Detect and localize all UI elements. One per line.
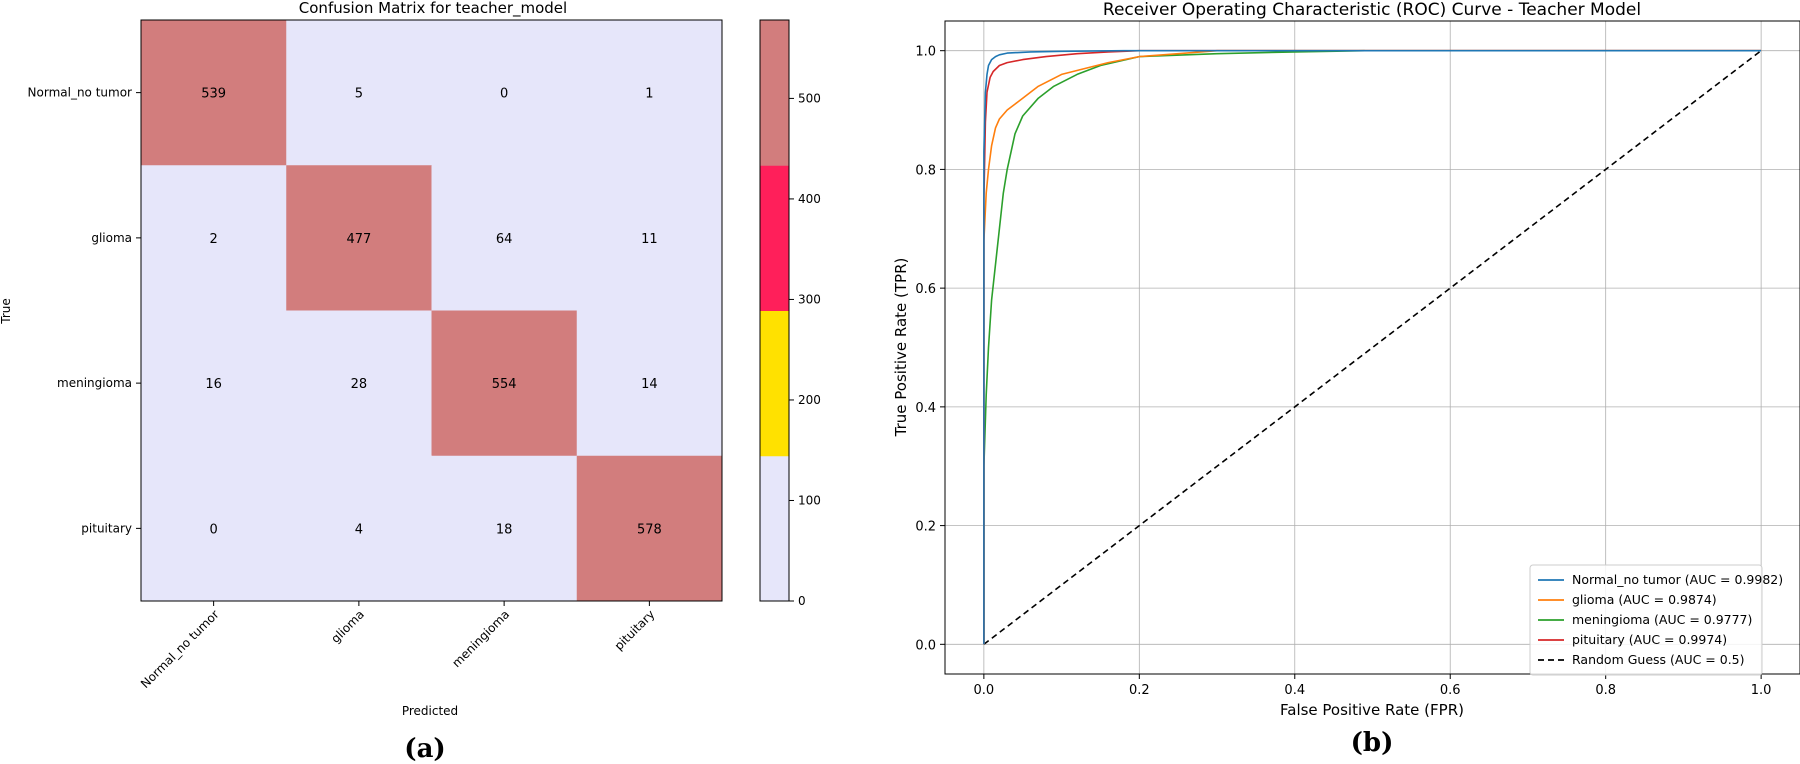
cm-colorbar-ticks: 0 100 200 300 400 500: [789, 91, 821, 608]
cm-cell-value-0-2: 0: [500, 87, 508, 102]
roc-x-tick-1.0: 1.0: [1751, 683, 1772, 698]
cm-colorbar-tick-0: 0: [798, 594, 806, 608]
roc-line-meningioma: [983, 49, 1365, 645]
cm-x-tick-normal-no-tumor: Normal_no tumor: [138, 607, 222, 691]
roc-legend-label-random-guess: Random Guess (AUC = 0.5): [1572, 652, 1745, 667]
panel-label-a: (a): [404, 734, 445, 764]
cm-cell-value-2-3: 14: [641, 377, 658, 392]
cm-y-tick-glioma: glioma: [91, 231, 132, 245]
roc-legend-label-normal-no-tumor: Normal_no tumor (AUC = 0.9982): [1572, 572, 1783, 587]
cm-y-tick-labels: Normal_no tumor glioma meningioma pituitary: [28, 86, 141, 535]
cm-cell-value-1-3: 11: [641, 232, 658, 247]
cm-colorbar-frame: [759, 19, 790, 602]
cm-cells: 539 5 0 1 2 477 64 11 16 28 554 14 0 4 18 578: [141, 20, 723, 602]
cm-frame: [140, 19, 723, 602]
cm-cell-1-3: [576, 165, 723, 311]
cm-cell-0-2: [431, 20, 578, 166]
cm-colorbar-level-0: [760, 455, 789, 602]
roc-line-glioma: [983, 49, 1762, 645]
cm-cell-2-1: [286, 310, 432, 457]
cm-colorbar-tick-100: 100: [798, 493, 821, 507]
roc-x-tick-0.6: 0.6: [1440, 683, 1461, 698]
cm-cell-3-3: [576, 455, 723, 602]
cm-cell-value-0-1: 5: [355, 87, 363, 102]
cm-x-tick-pituitary: pituitary: [612, 607, 658, 653]
roc-y-tick-1.0: 1.0: [915, 45, 936, 60]
cm-cell-0-0: [141, 20, 287, 166]
roc-panel: Receiver Operating Characteristic (ROC) …: [892, 0, 1800, 758]
roc-x-ticks: 0.0 0.2 0.4 0.6 0.8 1.0: [974, 674, 1772, 698]
cm-y-tick-meningioma: meningioma: [57, 376, 132, 390]
cm-colorbar-level-3: [760, 20, 789, 166]
cm-colorbar-tick-400: 400: [798, 192, 821, 206]
cm-colorbar-tick-300: 300: [798, 292, 821, 306]
roc-y-axis-label: True Positive Rate (TPR): [892, 258, 910, 438]
cm-cell-value-1-2: 64: [496, 232, 513, 247]
roc-legend: Normal_no tumor (AUC = 0.9982) glioma (AU…: [1529, 564, 1783, 676]
cm-colorbar: [760, 20, 789, 602]
cm-cell-1-1: [286, 165, 432, 311]
roc-legend-box: [1529, 564, 1763, 676]
panel-label-b: (b): [1351, 728, 1394, 758]
cm-cell-value-2-1: 28: [351, 377, 368, 392]
cm-y-tick-normal-no-tumor: Normal_no tumor: [28, 86, 133, 100]
roc-x-tick-0.2: 0.2: [1129, 683, 1150, 698]
roc-x-axis-label: False Positive Rate (FPR): [1280, 701, 1464, 719]
cm-cell-value-2-2: 554: [492, 377, 517, 392]
roc-y-tick-0.0: 0.0: [915, 638, 936, 653]
cm-colorbar-tick-500: 500: [798, 91, 821, 105]
roc-lines: [983, 49, 1762, 645]
cm-colorbar-level-1: [760, 310, 789, 457]
cm-cell-value-0-3: 1: [645, 87, 653, 102]
roc-y-tick-0.8: 0.8: [915, 163, 936, 178]
cm-cell-1-2: [431, 165, 578, 311]
cm-y-axis-label: True: [0, 298, 13, 325]
cm-cell-value-3-0: 0: [209, 522, 217, 537]
roc-legend-label-glioma: glioma (AUC = 0.9874): [1572, 592, 1717, 607]
roc-legend-label-meningioma: meningioma (AUC = 0.9777): [1572, 612, 1752, 627]
cm-cell-0-1: [286, 20, 432, 166]
cm-y-tick-pituitary: pituitary: [81, 521, 132, 535]
cm-cell-2-2: [431, 310, 578, 457]
cm-cell-2-0: [141, 310, 287, 457]
cm-cell-value-3-3: 578: [637, 522, 662, 537]
cm-cell-value-3-1: 4: [355, 522, 363, 537]
cm-cell-value-0-0: 539: [201, 87, 226, 102]
cm-cell-3-1: [286, 455, 432, 602]
cm-cell-value-1-1: 477: [346, 232, 371, 247]
roc-y-tick-0.4: 0.4: [915, 401, 936, 416]
roc-y-tick-0.6: 0.6: [915, 282, 936, 297]
cm-title: Confusion Matrix for teacher_model: [299, 0, 567, 18]
roc-line-normal-no-tumor: [983, 49, 1762, 645]
roc-y-tick-0.2: 0.2: [915, 520, 936, 535]
cm-x-tick-labels: Normal_no tumor glioma meningioma pituitary: [138, 601, 658, 691]
cm-cell-3-2: [431, 455, 578, 602]
cm-cell-1-0: [141, 165, 287, 311]
roc-x-tick-0.8: 0.8: [1595, 683, 1616, 698]
cm-x-tick-glioma: glioma: [328, 607, 367, 646]
cm-cell-value-2-0: 16: [205, 377, 222, 392]
confusion-matrix-panel: Confusion Matrix for teacher_model 539 5 0…: [0, 0, 821, 764]
cm-x-tick-meningioma: meningioma: [449, 607, 512, 670]
roc-title: Receiver Operating Characteristic (ROC) …: [1103, 0, 1641, 20]
cm-cell-3-0: [141, 455, 287, 602]
roc-y-ticks: 0.0 0.2 0.4 0.6 0.8 1.0: [915, 45, 945, 653]
roc-frame: [944, 20, 1800, 675]
cm-colorbar-tick-200: 200: [798, 393, 821, 407]
cm-colorbar-level-2: [760, 165, 789, 311]
roc-legend-label-pituitary: pituitary (AUC = 0.9974): [1572, 632, 1727, 647]
cm-cell-2-3: [576, 310, 723, 457]
roc-x-tick-0.4: 0.4: [1284, 683, 1305, 698]
cm-cell-0-3: [576, 20, 723, 166]
roc-x-tick-0.0: 0.0: [974, 683, 995, 698]
cm-cell-value-1-0: 2: [209, 232, 217, 247]
roc-line-random-guess: [983, 50, 1762, 645]
cm-cell-value-3-2: 18: [496, 522, 513, 537]
cm-x-axis-label: Predicted: [402, 704, 458, 718]
roc-line-pituitary: [983, 49, 1762, 645]
